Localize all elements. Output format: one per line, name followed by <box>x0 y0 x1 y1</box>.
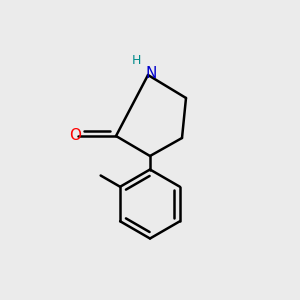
Text: H: H <box>131 54 141 67</box>
Text: N: N <box>145 66 157 81</box>
Text: O: O <box>69 128 81 143</box>
